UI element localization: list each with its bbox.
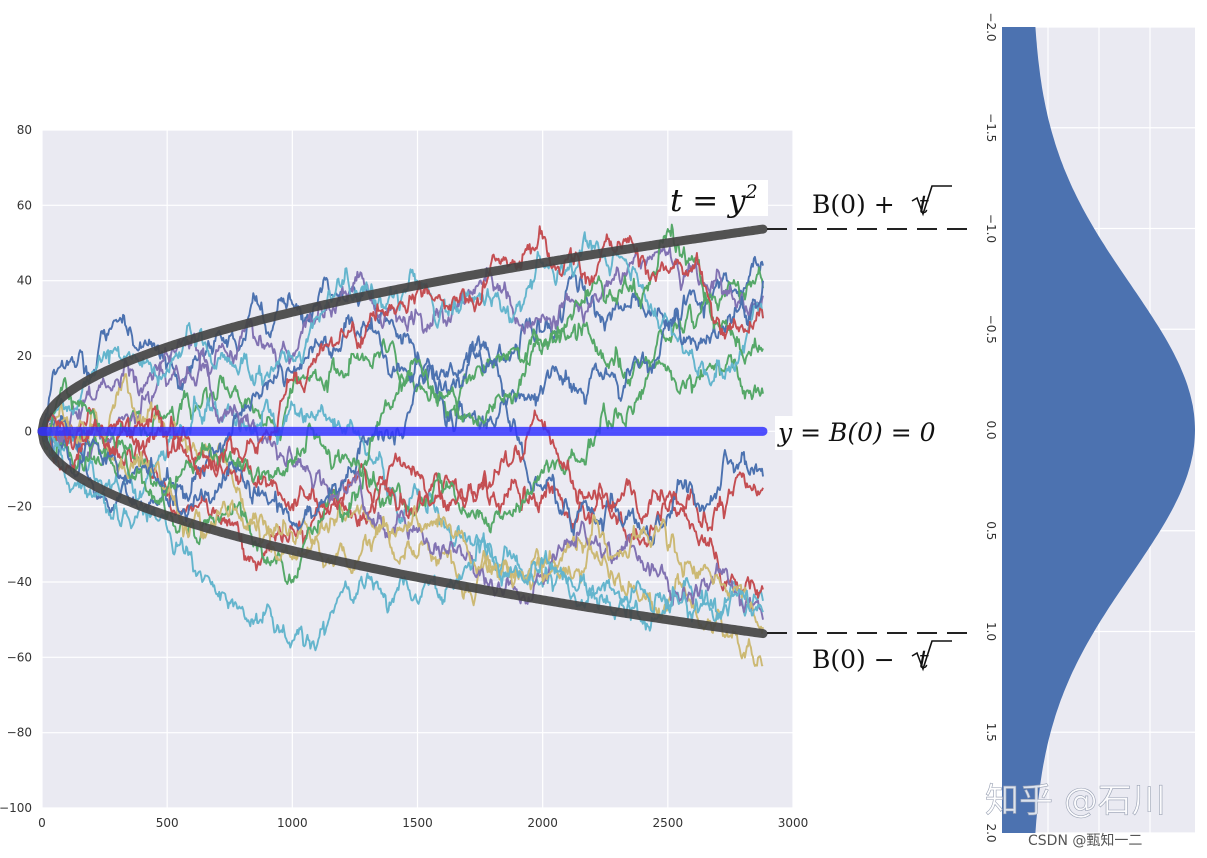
upper-sqrt-sign <box>911 185 952 217</box>
upper-label-text: B(0) + <box>812 190 903 219</box>
y-tick-label: −20 <box>7 500 32 514</box>
random-walk-path <box>41 245 764 462</box>
sqrt-envelope <box>37 224 768 639</box>
parabola-label-exponent: 2 <box>745 181 758 203</box>
density-tick-label: −2.0 <box>984 12 998 41</box>
density-fill <box>1002 27 1195 833</box>
y-tick-label: 20 <box>17 349 32 363</box>
density-axis-ticks: −2.0 −1.5 −1.0 −0.5 0.0 0.5 1.0 1.5 2.0 <box>984 12 998 842</box>
density-tick-label: 0.0 <box>984 420 998 439</box>
y-tick-label: −60 <box>7 650 32 664</box>
upper-envelope-curve <box>37 224 768 436</box>
x-tick-label: 2000 <box>527 816 558 830</box>
random-walk-path <box>41 225 764 480</box>
random-walk-path <box>41 395 764 619</box>
svg-text:t = y2: t = y2 <box>670 181 758 219</box>
x-tick-label: 1000 <box>277 816 308 830</box>
baseline-label: y = B(0) = 0 <box>775 416 955 450</box>
density-tick-label: −0.5 <box>984 315 998 344</box>
brownian-paths-chart: 0 500 1000 1500 2000 2500 3000 80 60 40 20 0 −20 −40… <box>0 123 808 830</box>
random-walk-path <box>41 280 764 531</box>
y-tick-label: −40 <box>7 575 32 589</box>
y-tick-label: 40 <box>17 274 32 288</box>
csdn-watermark: CSDN @甄知一二 <box>1028 832 1142 849</box>
density-tick-label: 1.0 <box>984 622 998 641</box>
lower-envelope-label: B(0) − t <box>812 640 952 674</box>
x-axis-ticks: 0 500 1000 1500 2000 2500 3000 <box>38 816 808 830</box>
y-axis-ticks: 80 60 40 20 0 −20 −40 −60 −80 −100 <box>0 123 32 815</box>
y-tick-label: 80 <box>17 123 32 137</box>
x-tick-label: 500 <box>156 816 179 830</box>
lower-label-radicand: t <box>919 645 930 674</box>
parabola-label-text: t = y <box>670 183 746 219</box>
lower-envelope-curve <box>37 426 768 639</box>
random-walk-path <box>41 347 764 620</box>
density-tick-label: −1.5 <box>984 113 998 142</box>
lower-label-text: B(0) − <box>812 645 903 674</box>
density-tick-label: 2.0 <box>984 823 998 842</box>
zhihu-watermark: 知乎 @石川 <box>985 781 1166 821</box>
y-tick-label: 60 <box>17 198 32 212</box>
x-tick-label: 2500 <box>653 816 684 830</box>
random-walk-path <box>41 223 764 506</box>
baseline-label-text: y = B(0) = 0 <box>777 418 936 447</box>
normal-density-panel: −2.0 −1.5 −1.0 −0.5 0.0 0.5 1.0 1.5 2.0 <box>984 12 1195 843</box>
lower-sqrt-sign <box>911 640 952 672</box>
density-tick-label: 0.5 <box>984 521 998 540</box>
svg-text:B(0) + t: B(0) + t <box>812 190 930 219</box>
parabola-label: t = y2 <box>668 180 768 219</box>
y-tick-label: −80 <box>7 726 32 740</box>
x-tick-label: 0 <box>38 816 46 830</box>
upper-label-radicand: t <box>919 190 930 219</box>
random-walk-paths <box>41 223 764 667</box>
density-tick-label: −1.0 <box>984 214 998 243</box>
x-tick-label: 1500 <box>402 816 433 830</box>
y-tick-label: 0 <box>24 424 32 438</box>
random-walk-path <box>41 231 764 432</box>
random-walk-path <box>41 266 764 467</box>
svg-text:B(0) − t: B(0) − t <box>812 645 930 674</box>
y-tick-label: −100 <box>0 801 32 815</box>
upper-envelope-label: B(0) + t <box>812 185 952 219</box>
x-tick-label: 3000 <box>778 816 809 830</box>
density-tick-label: 1.5 <box>984 723 998 742</box>
